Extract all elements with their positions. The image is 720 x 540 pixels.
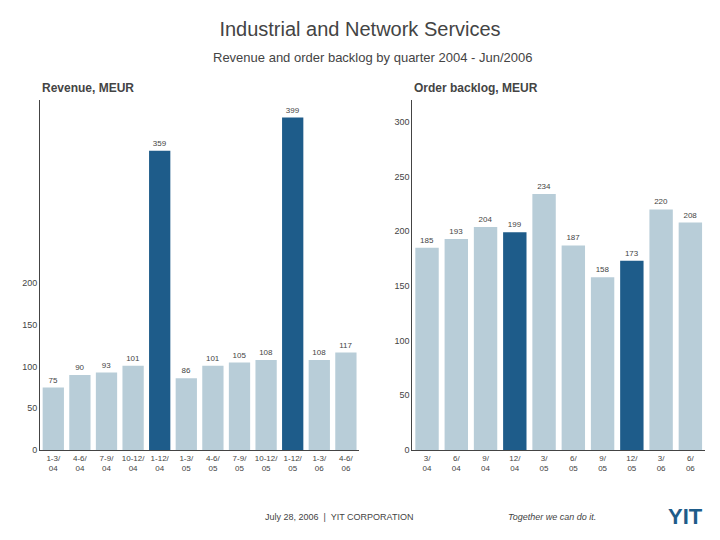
svg-text:208: 208 (683, 211, 697, 220)
svg-text:4-6/05: 4-6/05 (206, 454, 221, 473)
svg-text:0: 0 (405, 445, 410, 455)
svg-text:Order backlog, MEUR: Order backlog, MEUR (414, 81, 538, 95)
svg-text:108: 108 (259, 348, 273, 357)
svg-text:75: 75 (49, 376, 58, 385)
svg-text:150: 150 (395, 281, 410, 291)
svg-text:1-3/05: 1-3/05 (179, 454, 194, 473)
svg-text:93: 93 (102, 361, 111, 370)
svg-text:9/05: 9/05 (598, 454, 607, 473)
svg-text:10-12/04: 10-12/04 (122, 454, 145, 473)
svg-text:12/04: 12/04 (509, 454, 521, 473)
svg-text:173: 173 (625, 249, 639, 258)
svg-text:6/05: 6/05 (569, 454, 578, 473)
svg-text:158: 158 (596, 265, 610, 274)
svg-text:200: 200 (22, 278, 37, 288)
svg-text:200: 200 (395, 226, 410, 236)
svg-text:YIT: YIT (668, 504, 703, 529)
svg-text:399: 399 (286, 106, 300, 115)
svg-text:86: 86 (182, 366, 191, 375)
svg-text:0: 0 (32, 445, 37, 455)
svg-text:101: 101 (206, 354, 220, 363)
svg-text:220: 220 (654, 197, 668, 206)
svg-text:300: 300 (395, 117, 410, 127)
svg-text:50: 50 (400, 390, 410, 400)
svg-text:1-3/04: 1-3/04 (46, 454, 61, 473)
svg-text:105: 105 (233, 351, 247, 360)
svg-text:3/05: 3/05 (540, 454, 549, 473)
svg-text:117: 117 (339, 341, 352, 350)
svg-text:9/04: 9/04 (481, 454, 490, 473)
svg-text:4-6/06: 4-6/06 (339, 454, 354, 473)
svg-text:12/05: 12/05 (626, 454, 638, 473)
svg-text:234: 234 (537, 182, 551, 191)
svg-text:187: 187 (566, 233, 580, 242)
svg-text:193: 193 (449, 227, 463, 236)
svg-text:204: 204 (479, 215, 493, 224)
svg-text:199: 199 (508, 220, 522, 229)
svg-text:6/06: 6/06 (686, 454, 695, 473)
svg-text:1-12/04: 1-12/04 (151, 454, 170, 473)
svg-text:Together we can do it.: Together we can do it. (508, 512, 596, 522)
svg-text:1-12/05: 1-12/05 (284, 454, 303, 473)
svg-text:10-12/05: 10-12/05 (255, 454, 278, 473)
svg-text:3/06: 3/06 (657, 454, 666, 473)
svg-text:7-9/05: 7-9/05 (233, 454, 248, 473)
svg-text:6/04: 6/04 (452, 454, 461, 473)
svg-text:250: 250 (395, 172, 410, 182)
svg-text:Revenue and order backlog by q: Revenue and order backlog by quarter 200… (213, 50, 532, 65)
svg-text:Industrial and Network Service: Industrial and Network Services (219, 18, 500, 40)
svg-text:100: 100 (395, 336, 410, 346)
svg-text:50: 50 (27, 403, 37, 413)
svg-text:July 28, 2006 | YIT CORPORAT: July 28, 2006 | YIT CORPORATION (265, 512, 413, 522)
svg-text:101: 101 (126, 354, 140, 363)
svg-text:150: 150 (22, 320, 37, 330)
svg-text:185: 185 (420, 236, 434, 245)
svg-text:90: 90 (75, 363, 84, 372)
svg-text:Revenue, MEUR: Revenue, MEUR (42, 81, 134, 95)
svg-text:7-9/04: 7-9/04 (100, 454, 115, 473)
svg-text:100: 100 (22, 362, 37, 372)
svg-text:3/04: 3/04 (423, 454, 432, 473)
svg-text:4-6/04: 4-6/04 (73, 454, 88, 473)
svg-text:108: 108 (312, 348, 326, 357)
svg-text:359: 359 (153, 139, 167, 148)
svg-text:1-3/06: 1-3/06 (312, 454, 327, 473)
